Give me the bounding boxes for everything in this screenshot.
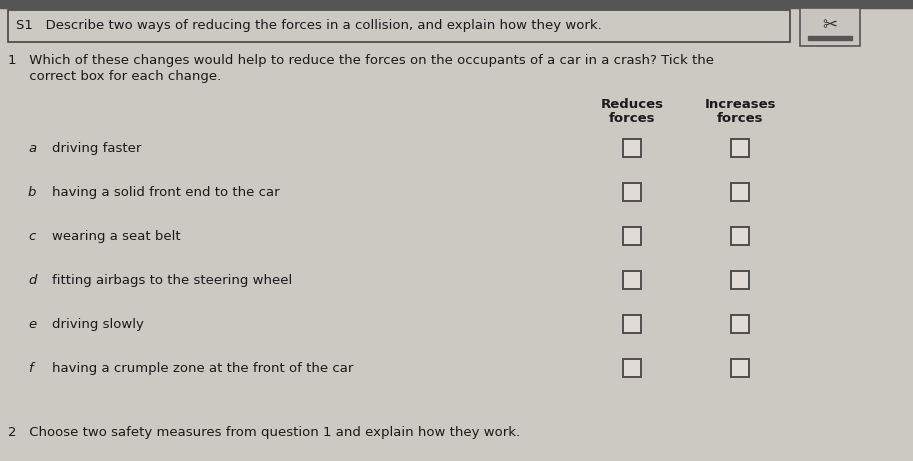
Bar xyxy=(623,139,641,157)
Bar xyxy=(623,183,641,201)
Text: d: d xyxy=(28,273,37,286)
Text: Reduces: Reduces xyxy=(601,98,664,111)
Text: having a solid front end to the car: having a solid front end to the car xyxy=(52,185,279,199)
Bar xyxy=(731,271,749,289)
Text: f: f xyxy=(28,361,33,374)
Text: a: a xyxy=(28,142,37,154)
Bar xyxy=(731,315,749,333)
Text: 1   Which of these changes would help to reduce the forces on the occupants of a: 1 Which of these changes would help to r… xyxy=(8,54,714,67)
Text: ✂: ✂ xyxy=(823,16,837,34)
Text: forces: forces xyxy=(717,112,763,125)
Text: driving slowly: driving slowly xyxy=(52,318,144,331)
Text: forces: forces xyxy=(609,112,656,125)
Text: correct box for each change.: correct box for each change. xyxy=(8,70,221,83)
Bar xyxy=(623,315,641,333)
Text: wearing a seat belt: wearing a seat belt xyxy=(52,230,181,242)
Text: S1   Describe two ways of reducing the forces in a collision, and explain how th: S1 Describe two ways of reducing the for… xyxy=(16,19,602,32)
Bar xyxy=(623,359,641,377)
Text: fitting airbags to the steering wheel: fitting airbags to the steering wheel xyxy=(52,273,292,286)
Text: having a crumple zone at the front of the car: having a crumple zone at the front of th… xyxy=(52,361,353,374)
Bar xyxy=(800,8,860,46)
Bar xyxy=(623,271,641,289)
Bar xyxy=(731,183,749,201)
Text: c: c xyxy=(28,230,36,242)
Bar xyxy=(8,10,790,42)
Bar xyxy=(808,36,852,40)
Text: Increases: Increases xyxy=(704,98,776,111)
Bar xyxy=(731,359,749,377)
Text: b: b xyxy=(28,185,37,199)
Text: e: e xyxy=(28,318,37,331)
Bar xyxy=(0,0,913,8)
Bar xyxy=(623,227,641,245)
Bar xyxy=(731,227,749,245)
Text: 2   Choose two safety measures from question 1 and explain how they work.: 2 Choose two safety measures from questi… xyxy=(8,426,520,439)
Text: driving faster: driving faster xyxy=(52,142,142,154)
Bar xyxy=(731,139,749,157)
